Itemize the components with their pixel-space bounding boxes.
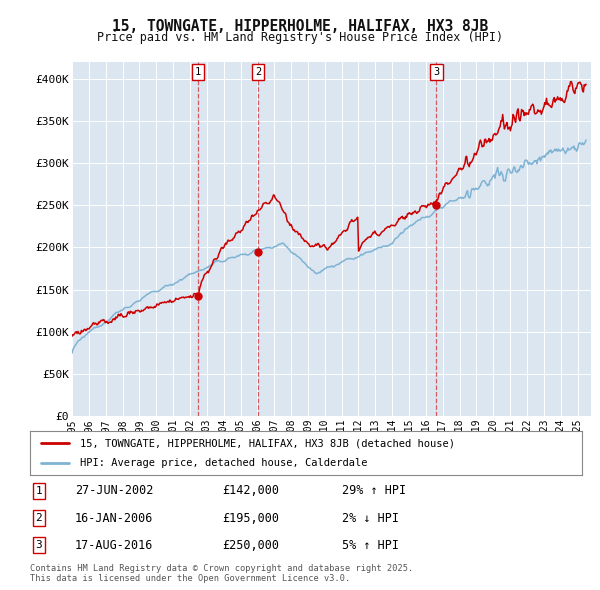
Text: £195,000: £195,000	[222, 512, 279, 525]
Text: 15, TOWNGATE, HIPPERHOLME, HALIFAX, HX3 8JB: 15, TOWNGATE, HIPPERHOLME, HALIFAX, HX3 …	[112, 19, 488, 34]
Text: Contains HM Land Registry data © Crown copyright and database right 2025.
This d: Contains HM Land Registry data © Crown c…	[30, 563, 413, 583]
Text: 1: 1	[35, 486, 43, 496]
Text: Price paid vs. HM Land Registry's House Price Index (HPI): Price paid vs. HM Land Registry's House …	[97, 31, 503, 44]
Text: 2: 2	[255, 67, 261, 77]
Text: 17-AUG-2016: 17-AUG-2016	[75, 539, 154, 552]
Text: 2% ↓ HPI: 2% ↓ HPI	[342, 512, 399, 525]
Text: HPI: Average price, detached house, Calderdale: HPI: Average price, detached house, Cald…	[80, 458, 367, 467]
Text: 3: 3	[35, 540, 43, 550]
Text: 16-JAN-2006: 16-JAN-2006	[75, 512, 154, 525]
Text: 3: 3	[433, 67, 440, 77]
Text: 27-JUN-2002: 27-JUN-2002	[75, 484, 154, 497]
Text: 5% ↑ HPI: 5% ↑ HPI	[342, 539, 399, 552]
Text: 15, TOWNGATE, HIPPERHOLME, HALIFAX, HX3 8JB (detached house): 15, TOWNGATE, HIPPERHOLME, HALIFAX, HX3 …	[80, 438, 455, 448]
Text: 29% ↑ HPI: 29% ↑ HPI	[342, 484, 406, 497]
Text: 2: 2	[35, 513, 43, 523]
Text: 1: 1	[195, 67, 202, 77]
Text: £250,000: £250,000	[222, 539, 279, 552]
Text: £142,000: £142,000	[222, 484, 279, 497]
